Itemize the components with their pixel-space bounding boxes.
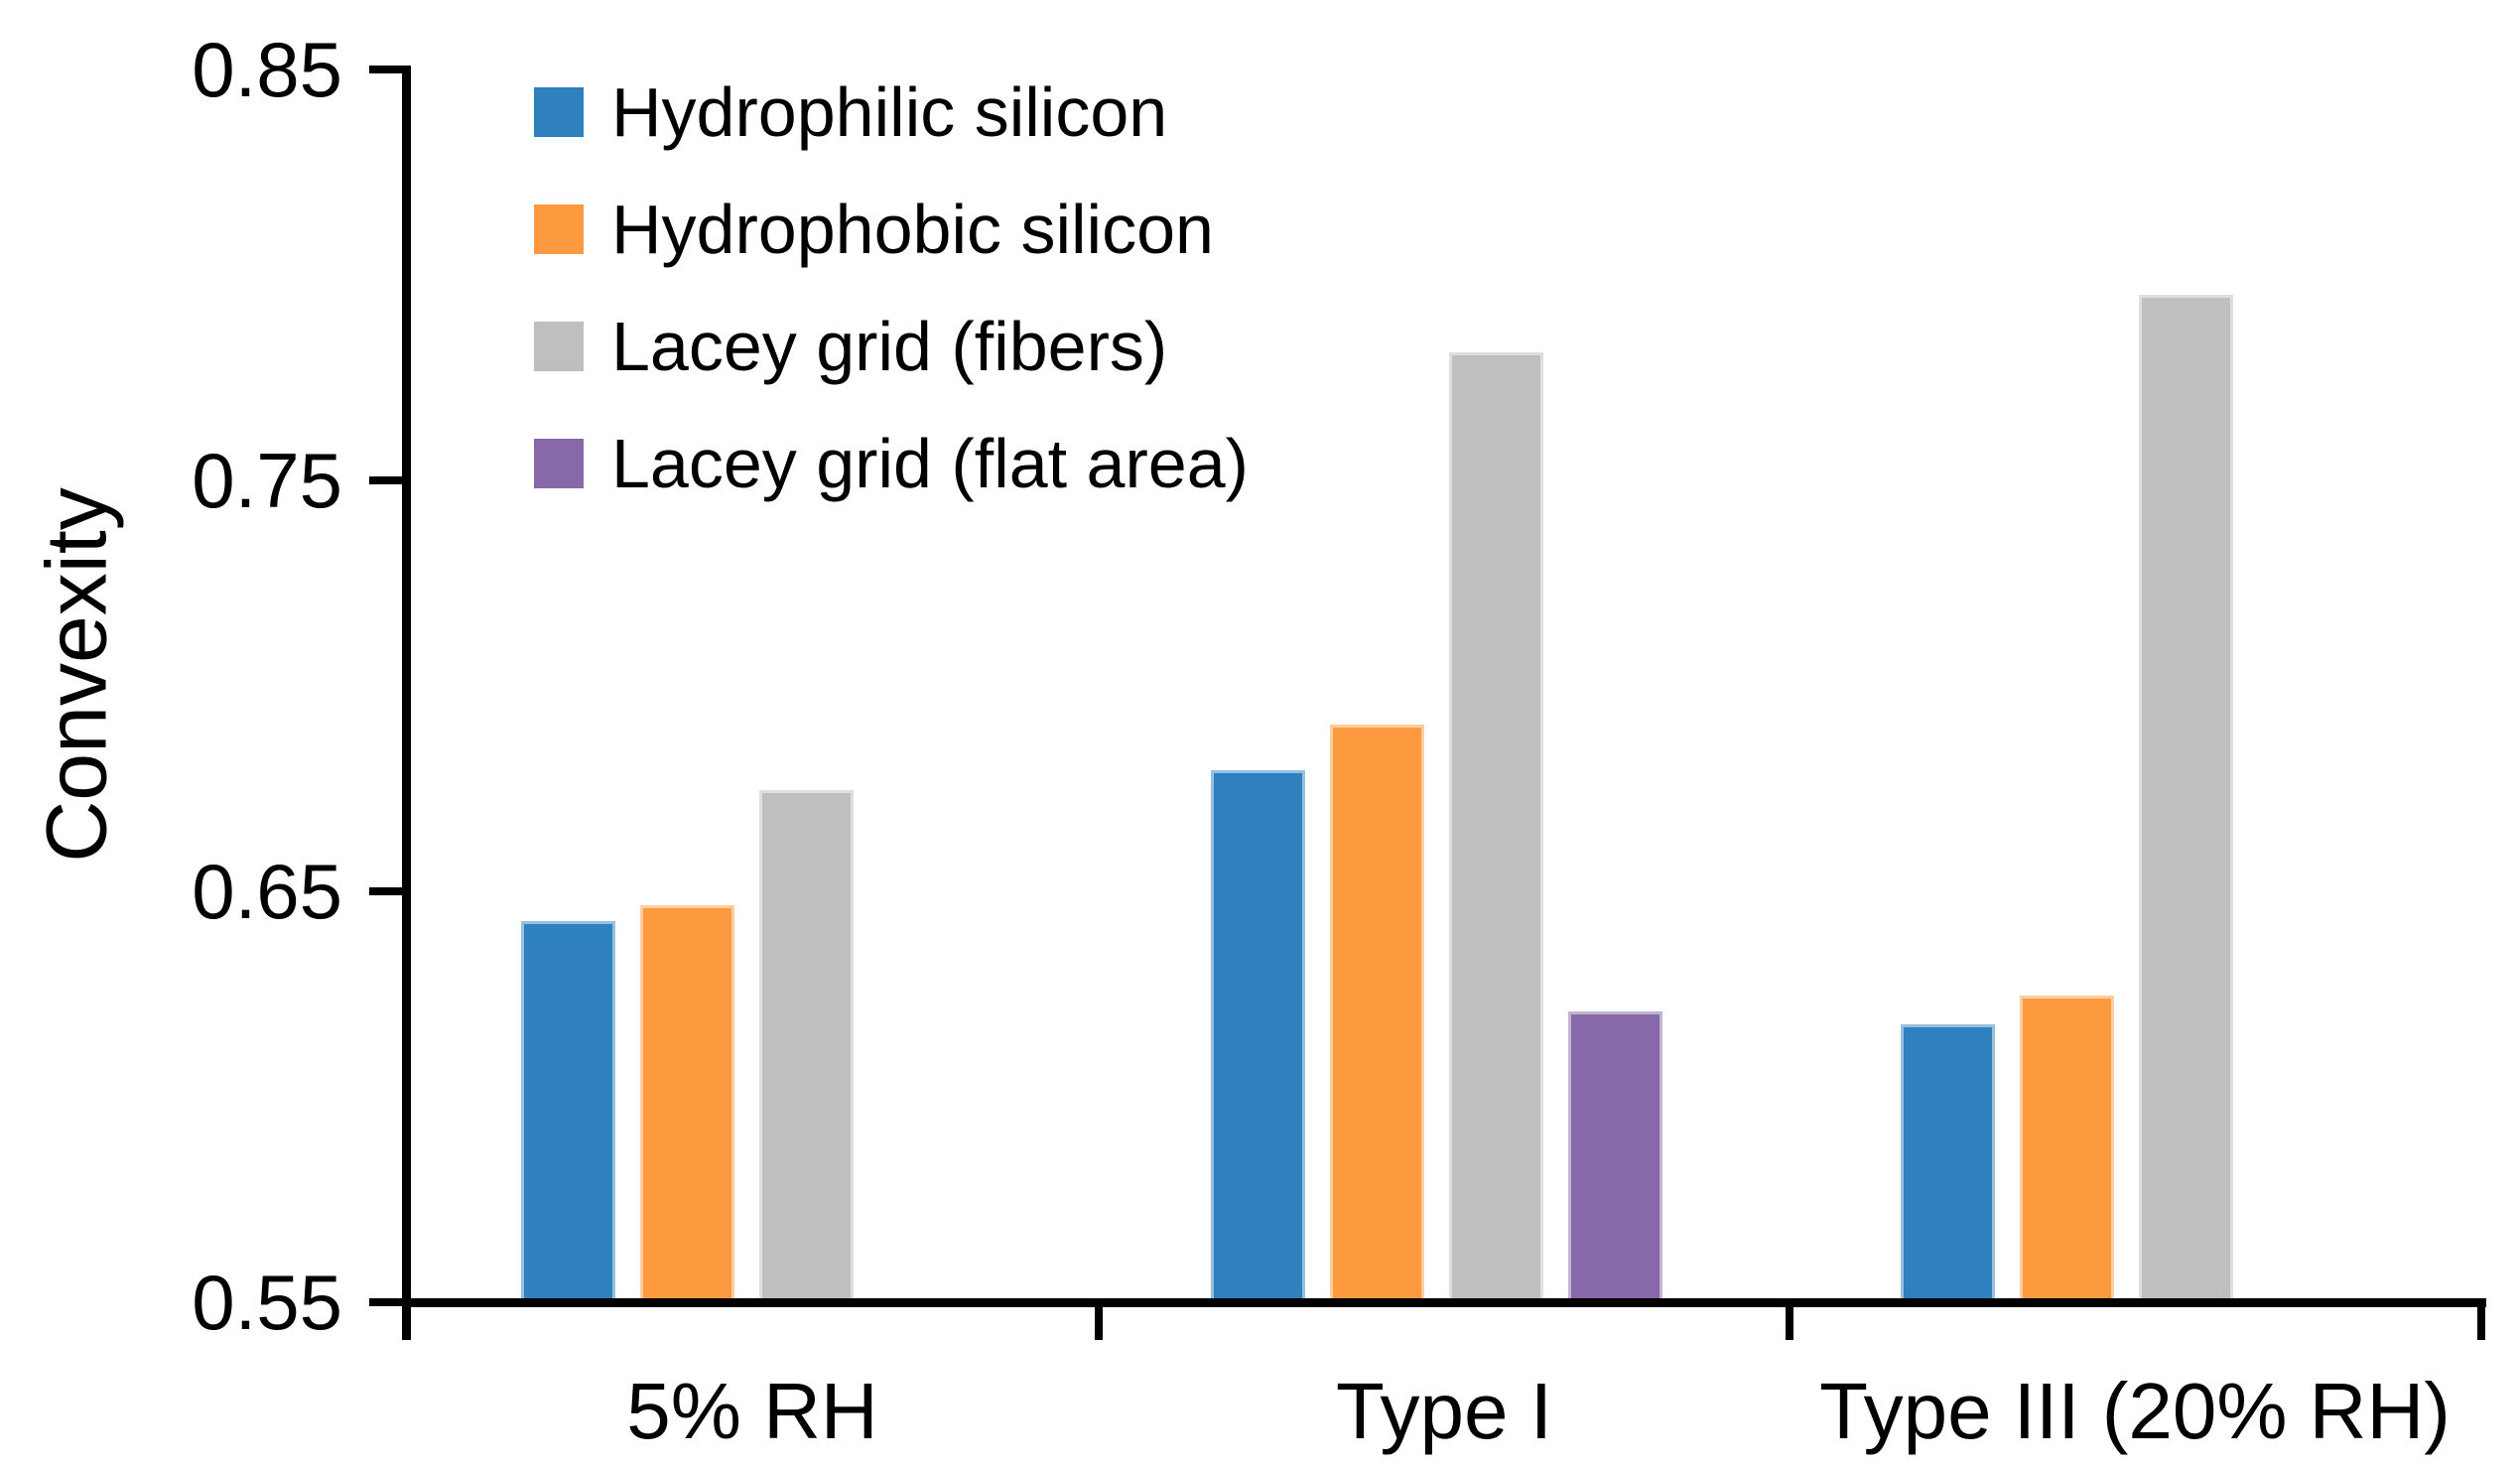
y-axis-line: [402, 66, 411, 1340]
legend-swatch-lacey-grid-flat-area: [534, 439, 584, 488]
x-tick-mark: [2477, 1302, 2485, 1340]
y-tick-mark: [369, 476, 407, 484]
plot-area: [412, 69, 2481, 1298]
bar-slot: [1901, 69, 1995, 1298]
legend-label: Lacey grid (fibers): [611, 308, 1168, 385]
y-tick-mark: [369, 1298, 407, 1306]
bar: [1901, 1023, 1995, 1298]
legend-item: Lacey grid (fibers): [534, 288, 1249, 405]
bar-slot: [2139, 69, 2233, 1298]
x-category-label: Type I: [1336, 1367, 1552, 1455]
y-axis-title: Convexity: [29, 487, 125, 863]
bar-slot: [2258, 69, 2352, 1298]
x-category-label: 5% RH: [626, 1367, 878, 1455]
x-category-label: Type III (20% RH): [1819, 1367, 2451, 1455]
legend-label: Hydrophilic silicon: [611, 73, 1168, 151]
y-tick-label: 0.65: [192, 848, 342, 935]
x-tick-mark: [1095, 1302, 1103, 1340]
bar-slot: [521, 69, 615, 1298]
bar-slot: [759, 69, 854, 1298]
y-tick-label: 0.55: [192, 1259, 342, 1346]
bars-container: [412, 69, 2481, 1298]
bar: [759, 790, 854, 1298]
y-tick-mark: [369, 887, 407, 895]
legend-label: Lacey grid (flat area): [611, 425, 1249, 502]
bar: [1330, 725, 1424, 1298]
legend: Hydrophilic silicon Hydrophobic silicon …: [534, 54, 1249, 522]
x-axis-line: [402, 1298, 2486, 1307]
legend-item: Hydrophobic silicon: [534, 171, 1249, 288]
bar-slot: [1211, 69, 1305, 1298]
category-band: [412, 69, 1102, 1298]
bar: [521, 921, 615, 1298]
y-tick-mark: [369, 66, 407, 73]
y-tick-label: 0.75: [192, 437, 342, 524]
bar-slot: [1330, 69, 1424, 1298]
bar: [2139, 294, 2233, 1298]
legend-swatch-hydrophilic-silicon: [534, 87, 584, 137]
legend-item: Hydrophilic silicon: [534, 54, 1249, 171]
bar: [1449, 351, 1543, 1298]
legend-swatch-lacey-grid-fibers: [534, 322, 584, 371]
bar: [1211, 769, 1305, 1298]
legend-item: Lacey grid (flat area): [534, 405, 1249, 522]
bar: [1568, 1011, 1662, 1298]
bar-slot: [640, 69, 734, 1298]
bar-slot: [1449, 69, 1543, 1298]
y-tick-label: 0.85: [192, 26, 342, 113]
bar-slot: [1568, 69, 1662, 1298]
bar-slot: [2020, 69, 2114, 1298]
bar: [2020, 995, 2114, 1298]
legend-label: Hydrophobic silicon: [611, 191, 1214, 268]
bar: [640, 904, 734, 1298]
legend-swatch-hydrophobic-silicon: [534, 204, 584, 254]
category-band: [1791, 69, 2481, 1298]
x-tick-mark: [1786, 1302, 1793, 1340]
category-band: [1102, 69, 1791, 1298]
